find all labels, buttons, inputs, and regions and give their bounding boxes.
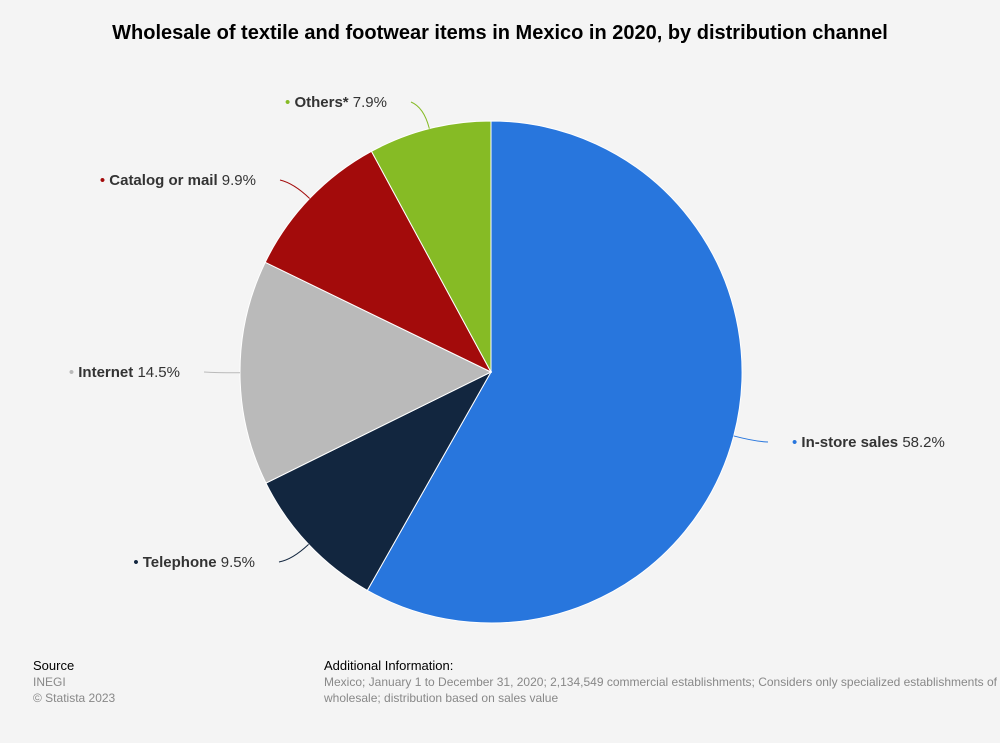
data-label-in-store-sales: • In-store sales 58.2%: [792, 434, 945, 451]
chart-title: Wholesale of textile and footwear items …: [112, 22, 888, 44]
source-heading: Source: [33, 658, 75, 673]
pie-slice-telephone[interactable]: [265, 370, 493, 592]
data-label-telephone: • Telephone 9.5%: [133, 554, 255, 571]
source-section: Source INEGI © Statista 2023: [33, 658, 115, 706]
connector-catalog-or-mail: [279, 179, 311, 199]
additional-info-section: Additional Information: Mexico; January …: [324, 658, 1000, 706]
connector-others: [410, 101, 430, 129]
pie-chart: • In-store sales 58.2% • Telephone 9.5% • …: [69, 94, 945, 624]
connector-internet: [203, 371, 241, 374]
pie-slice-others[interactable]: [370, 120, 492, 373]
connector-telephone: [278, 544, 309, 563]
data-label-catalog-or-mail: • Catalog or mail 9.9%: [100, 172, 256, 189]
copyright: © Statista 2023: [33, 691, 116, 705]
data-label-internet: • Internet 14.5%: [69, 364, 180, 381]
data-label-others: • Others* 7.9%: [285, 94, 387, 111]
additional-info-heading: Additional Information:: [324, 658, 454, 673]
pie-slice-in-store-sales[interactable]: [366, 120, 743, 624]
additional-info-text: Mexico; January 1 to December 31, 2020; …: [324, 675, 998, 705]
connector-in-store-sales: [733, 435, 769, 443]
pie-slice-catalog-or-mail[interactable]: [264, 150, 493, 374]
source-name: INEGI: [33, 675, 66, 689]
